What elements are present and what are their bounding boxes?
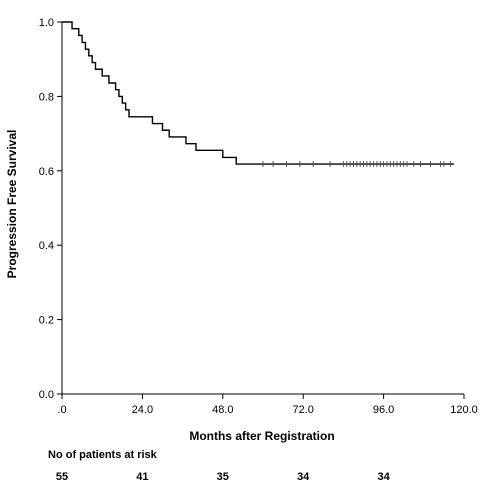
- censor-marks: [262, 161, 452, 168]
- x-tick-label: .0: [57, 404, 66, 416]
- y-tick-label: 0.2: [39, 315, 54, 327]
- x-axis-title: Months after Registration: [189, 429, 334, 443]
- y-tick-label: 0.4: [39, 240, 54, 252]
- y-tick-label: 0.6: [39, 166, 54, 178]
- risk-table-label: No of patients at risk: [48, 449, 158, 461]
- x-ticks: .0 24.0 48.0 72.0 96.0 120.0: [57, 394, 478, 416]
- risk-count: 34: [297, 471, 310, 483]
- y-ticks: 0.0 0.2 0.4 0.6 0.8 1.0: [39, 17, 62, 401]
- y-tick-label: 0.8: [39, 91, 54, 103]
- risk-table-counts: 55 41 35 34 34: [56, 471, 391, 483]
- y-tick-label: 1.0: [39, 17, 54, 29]
- x-tick-label: 72.0: [292, 404, 313, 416]
- x-tick-label: 120.0: [450, 404, 478, 416]
- x-tick-label: 96.0: [373, 404, 394, 416]
- risk-count: 34: [377, 471, 390, 483]
- risk-count: 55: [56, 471, 68, 483]
- y-tick-label: 0.0: [39, 389, 54, 401]
- risk-count: 35: [217, 471, 229, 483]
- y-axis-title: Progression Free Survival: [5, 130, 19, 279]
- x-tick-label: 48.0: [212, 404, 233, 416]
- survival-curve: [62, 21, 454, 165]
- risk-count: 41: [136, 471, 148, 483]
- plot-area: 0.0 0.2 0.4 0.6 0.8 1.0 .0 24.0 48.0 72.0 96.0 120…: [39, 17, 478, 416]
- x-tick-label: 24.0: [132, 404, 153, 416]
